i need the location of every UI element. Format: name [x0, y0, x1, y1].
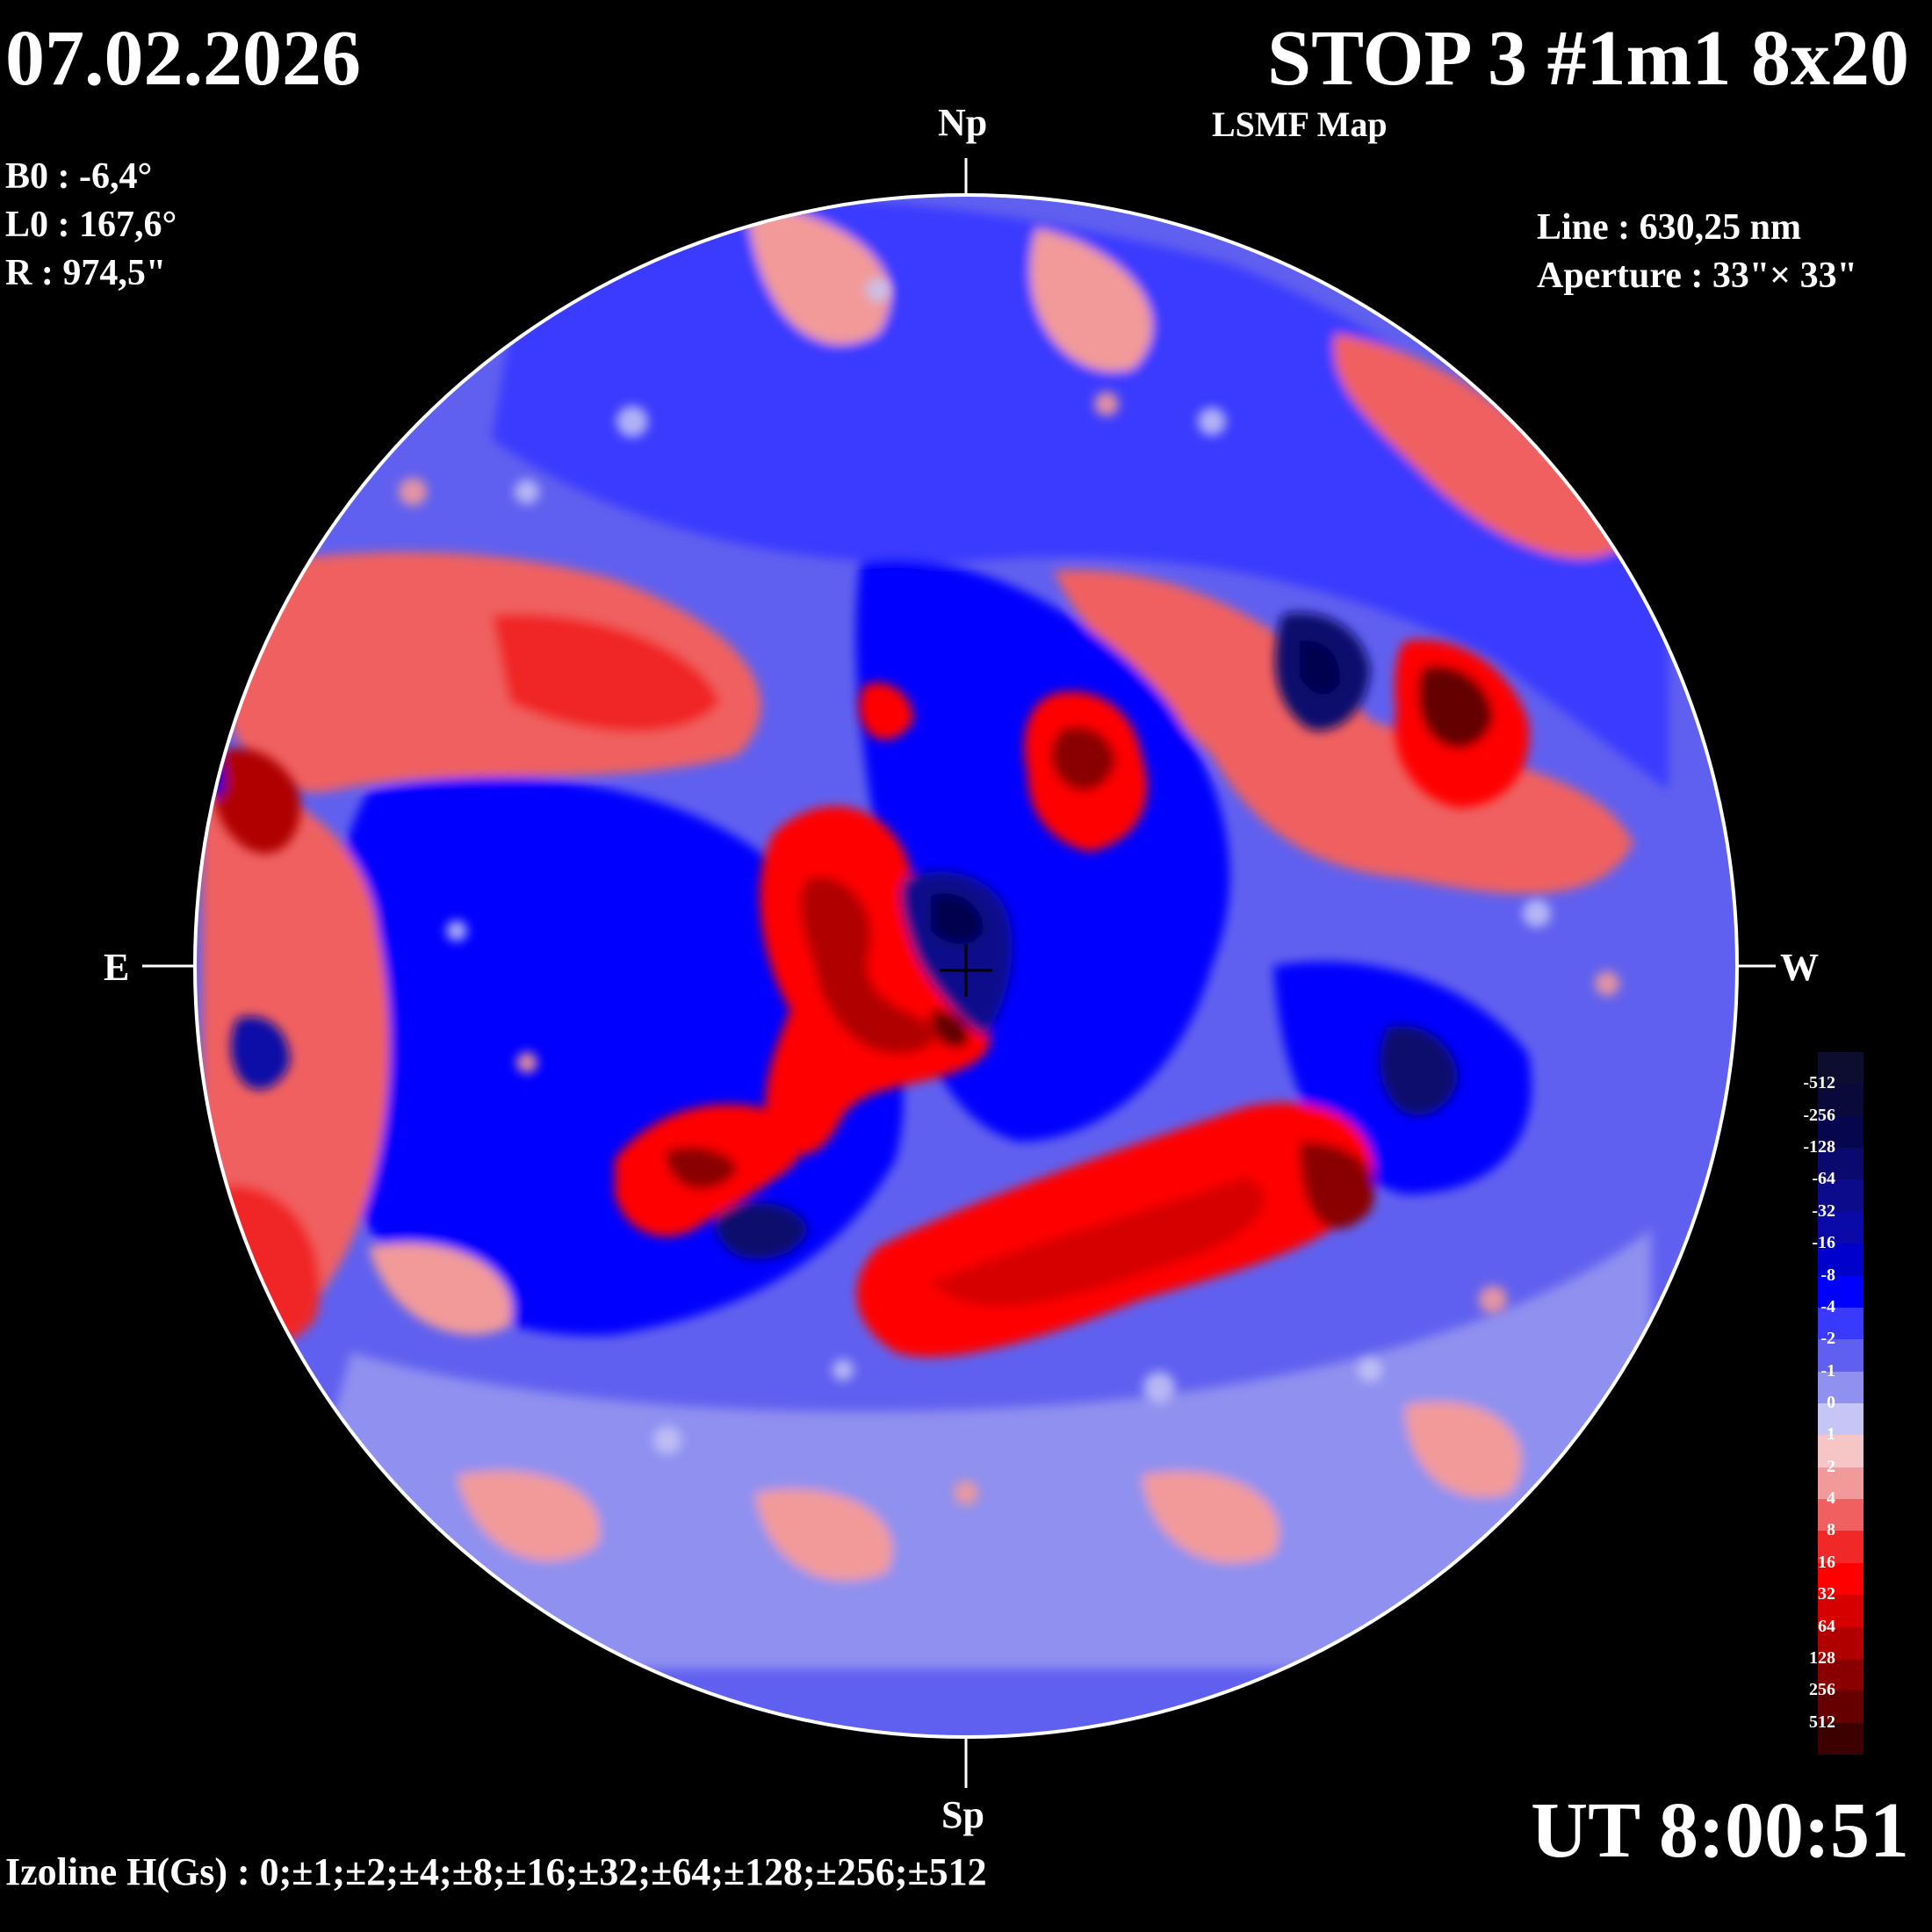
legend-swatch-32 [1818, 1595, 1864, 1627]
legend-swatch--16 [1818, 1244, 1864, 1276]
legend-label--8: -8 [1820, 1265, 1835, 1285]
legend-label--512: -512 [1803, 1073, 1835, 1093]
legend-swatch-1 [1818, 1435, 1864, 1467]
legend-swatch-4 [1818, 1499, 1864, 1532]
north-pole-label: Np [938, 101, 988, 144]
legend-label--128: -128 [1803, 1137, 1835, 1157]
legend-swatch--32 [1818, 1211, 1864, 1244]
legend-label--32: -32 [1812, 1200, 1835, 1221]
legend-swatch--8 [1818, 1275, 1864, 1308]
legend-swatch-256 [1818, 1690, 1864, 1723]
legend-label--4: -4 [1820, 1296, 1835, 1316]
legend-swatch-16 [1818, 1562, 1864, 1596]
solar-disk [195, 195, 1737, 1737]
legend-label--256: -256 [1803, 1105, 1835, 1125]
l0-value: L0 : 167,6° [5, 205, 177, 245]
legend-swatch--512 [1818, 1084, 1864, 1116]
izoline-levels: Izoline H(Gs) : 0;±1;±2;±4;±8;±16;±32;±6… [5, 1850, 987, 1893]
legend-label--16: -16 [1812, 1233, 1835, 1253]
legend-label-1: 1 [1827, 1424, 1835, 1445]
legend-swatch-64 [1818, 1626, 1864, 1659]
legend-swatch--4 [1818, 1307, 1864, 1340]
west-label: W [1780, 946, 1819, 989]
legend-label-0: 0 [1827, 1393, 1835, 1412]
east-label: E [104, 946, 130, 989]
legend-swatch--1 [1818, 1371, 1864, 1403]
legend-swatch-8 [1818, 1531, 1864, 1563]
legend-label-2: 2 [1827, 1456, 1835, 1476]
legend-label-16: 16 [1818, 1552, 1835, 1572]
map-title: STOP 3 #1m1 8x20 [1267, 15, 1909, 102]
legend-label-4: 4 [1827, 1489, 1835, 1509]
legend-label-8: 8 [1827, 1520, 1835, 1540]
legend-label-128: 128 [1809, 1647, 1835, 1668]
legend-label--2: -2 [1820, 1329, 1835, 1349]
legend-swatch--64 [1818, 1179, 1864, 1212]
legend-swatch--128 [1818, 1148, 1864, 1180]
legend-label--1: -1 [1820, 1360, 1835, 1381]
b0-value: B0 : -6,4° [5, 156, 153, 197]
radius-value: R : 974,5" [5, 253, 167, 293]
spectral-line: Line : 630,25 nm [1537, 207, 1802, 248]
legend-swatch--2 [1818, 1339, 1864, 1372]
aperture: Aperture : 33"× 33" [1537, 256, 1857, 296]
legend-swatch-0 [1818, 1403, 1864, 1436]
legend-label-512: 512 [1809, 1712, 1835, 1732]
ut-time: UT 8:00:51 [1531, 1787, 1909, 1874]
map-subtitle: LSMF Map [1212, 105, 1388, 144]
legend-swatch-128 [1818, 1658, 1864, 1691]
legend-label-256: 256 [1809, 1680, 1835, 1700]
legend-label-64: 64 [1818, 1616, 1835, 1636]
legend-swatch-2 [1818, 1467, 1864, 1500]
legend-swatch-top [1818, 1052, 1864, 1085]
legend-swatch-512 [1818, 1722, 1864, 1755]
legend-swatch--256 [1818, 1115, 1864, 1149]
legend-label-32: 32 [1818, 1584, 1835, 1604]
south-pole-label: Sp [941, 1793, 984, 1836]
observation-date: 07.02.2026 [5, 15, 361, 102]
legend-label--64: -64 [1812, 1169, 1835, 1189]
color-scale-legend [1818, 1052, 1864, 1755]
